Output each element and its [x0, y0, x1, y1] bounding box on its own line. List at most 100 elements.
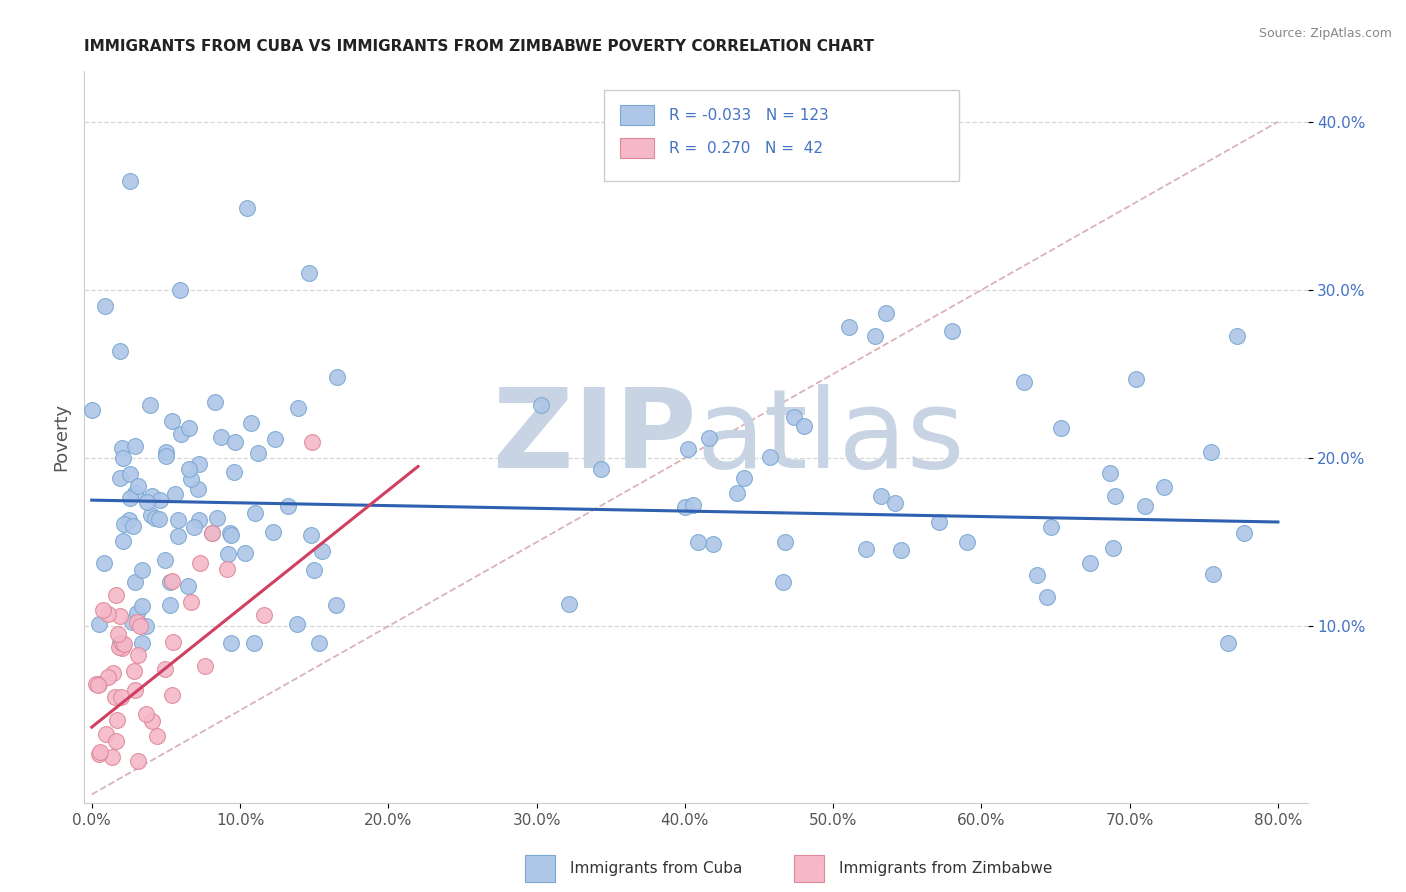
Point — [104, 690, 127, 705]
Point — [131, 563, 153, 577]
Point — [146, 729, 169, 743]
Point — [782, 409, 804, 424]
Text: Immigrants from Zimbabwe: Immigrants from Zimbabwe — [839, 861, 1053, 876]
Point — [298, 266, 321, 280]
Point — [855, 541, 877, 556]
Point — [108, 471, 131, 485]
Point — [162, 635, 184, 649]
Point — [928, 515, 950, 529]
Point — [219, 526, 242, 541]
Point — [177, 579, 200, 593]
Point — [94, 300, 117, 314]
Point — [128, 754, 150, 768]
Point — [224, 465, 246, 479]
Point — [107, 627, 129, 641]
Point — [96, 727, 118, 741]
Point — [87, 616, 110, 631]
Point — [155, 662, 177, 676]
Point — [124, 682, 146, 697]
Point — [1040, 520, 1063, 534]
Y-axis label: Poverty: Poverty — [52, 403, 70, 471]
Text: ZIP: ZIP — [492, 384, 696, 491]
Point — [1232, 526, 1254, 541]
Point — [870, 489, 893, 503]
Point — [224, 435, 246, 450]
Point — [143, 511, 166, 525]
Point — [110, 690, 132, 704]
Point — [725, 486, 748, 500]
Bar — [524, 855, 555, 882]
Point — [160, 574, 183, 589]
Point — [299, 528, 322, 542]
Point — [243, 636, 266, 650]
Point — [673, 500, 696, 514]
Point — [773, 535, 796, 549]
Point — [103, 666, 125, 681]
Point — [285, 616, 308, 631]
Text: IMMIGRANTS FROM CUBA VS IMMIGRANTS FROM ZIMBABWE POVERTY CORRELATION CHART: IMMIGRANTS FROM CUBA VS IMMIGRANTS FROM … — [84, 38, 875, 54]
Point — [200, 525, 222, 540]
Point — [863, 328, 886, 343]
Point — [141, 714, 163, 729]
Point — [97, 607, 120, 622]
Point — [139, 398, 162, 412]
Point — [100, 750, 122, 764]
Point — [177, 421, 200, 435]
Point — [1104, 489, 1126, 503]
Point — [875, 306, 897, 320]
Point — [121, 615, 143, 630]
Point — [1199, 445, 1222, 459]
Point — [110, 609, 132, 624]
Text: atlas: atlas — [696, 384, 965, 491]
Point — [301, 435, 323, 450]
Point — [676, 442, 699, 456]
Point — [169, 283, 191, 297]
Point — [1133, 499, 1156, 513]
Point — [89, 747, 111, 761]
Bar — [620, 138, 654, 159]
Point — [325, 598, 347, 612]
Point — [165, 487, 187, 501]
Point — [108, 636, 131, 650]
Point — [93, 603, 115, 617]
Point — [177, 462, 200, 476]
Point — [129, 619, 152, 633]
Point — [558, 598, 581, 612]
Point — [287, 401, 309, 416]
Point — [155, 445, 177, 459]
Point — [159, 575, 181, 590]
Point — [201, 526, 224, 541]
Point — [209, 430, 232, 444]
Point — [262, 524, 284, 539]
Point — [1026, 568, 1049, 582]
Point — [263, 432, 285, 446]
Point — [87, 676, 110, 690]
Point — [246, 445, 269, 459]
Point — [188, 513, 211, 527]
Point — [1218, 636, 1240, 650]
Bar — [620, 105, 654, 126]
Point — [122, 664, 145, 678]
Point — [207, 511, 229, 525]
Point — [326, 369, 349, 384]
Point — [221, 636, 243, 650]
Point — [159, 598, 181, 612]
Point — [111, 441, 134, 455]
Point — [253, 607, 276, 622]
Text: Source: ZipAtlas.com: Source: ZipAtlas.com — [1258, 27, 1392, 40]
Point — [112, 516, 135, 531]
Point — [141, 508, 163, 523]
Point — [956, 534, 979, 549]
Point — [127, 606, 149, 620]
Point — [302, 563, 325, 577]
Point — [148, 512, 170, 526]
Point — [155, 450, 177, 464]
Point — [82, 403, 104, 417]
Point — [1078, 556, 1101, 570]
Point — [219, 528, 242, 542]
Point — [111, 534, 134, 549]
Point — [120, 467, 142, 482]
Point — [194, 659, 217, 673]
Point — [124, 486, 146, 500]
Point — [104, 588, 127, 602]
